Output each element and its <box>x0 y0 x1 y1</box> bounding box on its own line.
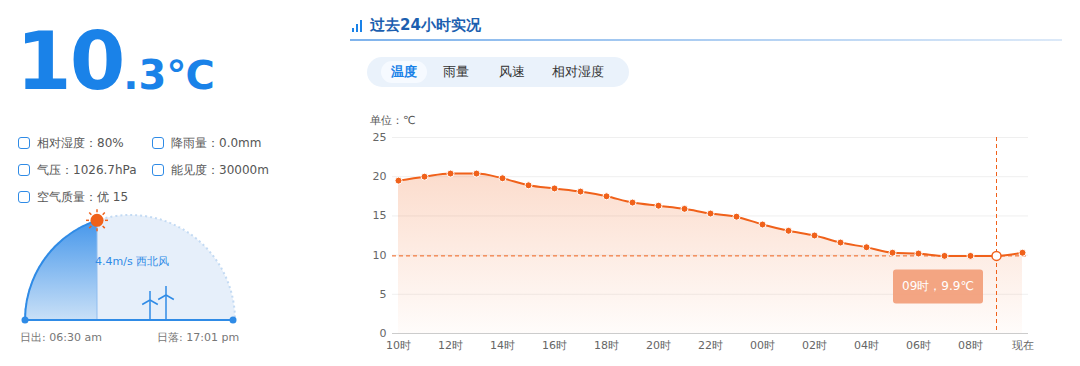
html-text:雨量: 雨量 <box>443 64 469 79</box>
svg-text:04时: 04时 <box>854 339 879 352</box>
html-text:降雨量：0.0mm: 降雨量：0.0mm <box>171 136 262 150</box>
html-text:风速: 风速 <box>499 64 525 79</box>
svg-text:22时: 22时 <box>698 339 723 352</box>
html-text:.3℃: .3℃ <box>123 52 215 98</box>
html-text:气压：1026.7hPa: 气压：1026.7hPa <box>37 163 137 177</box>
html-text:10: 10 <box>16 15 124 108</box>
svg-text:08时: 08时 <box>958 339 983 352</box>
svg-text:25: 25 <box>373 131 387 144</box>
svg-text:09时，9.9℃: 09时，9.9℃ <box>902 279 974 293</box>
svg-text:18时: 18时 <box>594 339 619 352</box>
svg-text:10时: 10时 <box>386 339 411 352</box>
svg-text:06时: 06时 <box>906 339 931 352</box>
svg-text:15: 15 <box>373 209 387 222</box>
svg-text:20时: 20时 <box>646 339 671 352</box>
html-text:相对湿度: 相对湿度 <box>552 64 604 79</box>
svg-text:20: 20 <box>373 170 387 183</box>
svg-text:5: 5 <box>380 288 387 301</box>
svg-text:02时: 02时 <box>802 339 827 352</box>
html-text:温度: 温度 <box>391 64 417 79</box>
html-text:过去24小时实况: 过去24小时实况 <box>370 16 481 34</box>
svg-text:0: 0 <box>380 327 387 340</box>
html-text:能见度：30000m: 能见度：30000m <box>171 163 269 177</box>
html-text:相对湿度：80%: 相对湿度：80% <box>37 136 124 150</box>
svg-text:00时: 00时 <box>750 339 775 352</box>
html-text:单位：℃: 单位：℃ <box>370 114 416 127</box>
svg-text:10: 10 <box>373 249 387 262</box>
svg-text:现在: 现在 <box>1012 339 1034 352</box>
html-text:日出: 06:30 am: 日出: 06:30 am <box>20 331 102 344</box>
svg-text:12时: 12时 <box>438 339 463 352</box>
svg-text:4.4m/s 西北风: 4.4m/s 西北风 <box>95 255 169 268</box>
svg-text:14时: 14时 <box>490 339 515 352</box>
html-text:日落: 17:01 pm: 日落: 17:01 pm <box>157 331 240 344</box>
svg-text:16时: 16时 <box>542 339 567 352</box>
html-text:空气质量：优 15: 空气质量：优 15 <box>37 190 129 204</box>
